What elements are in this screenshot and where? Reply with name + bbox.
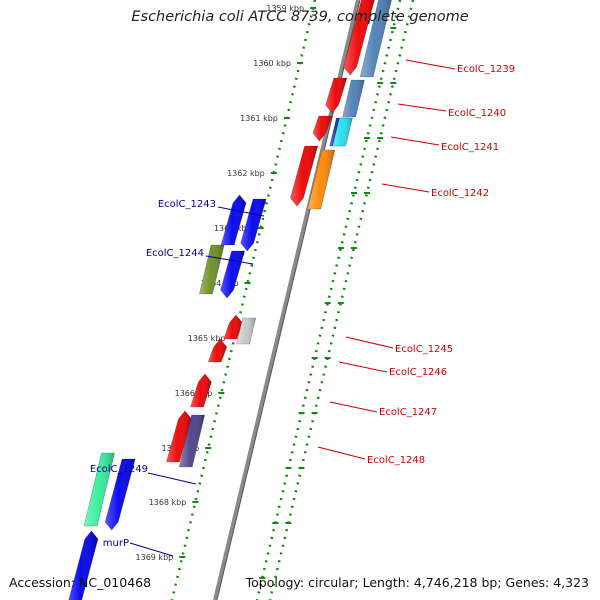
gene-label[interactable]: EcolC_1244 bbox=[146, 248, 204, 259]
gene-label[interactable]: EcolC_1246 bbox=[389, 367, 447, 378]
map-title: Escherichia coli ATCC 8739, complete gen… bbox=[131, 9, 469, 25]
reverse-gene-shading bbox=[190, 374, 212, 407]
gene-features bbox=[68, 0, 392, 600]
label-leader-line bbox=[129, 542, 174, 557]
gene-label[interactable]: EcolC_1240 bbox=[448, 108, 506, 119]
gene-label[interactable]: EcolC_1239 bbox=[457, 64, 515, 75]
reverse-gene-shading bbox=[223, 315, 243, 339]
gene-label[interactable]: EcolC_1242 bbox=[431, 188, 489, 199]
forward-gene-shading bbox=[199, 245, 225, 294]
gene-label[interactable]: EcolC_1249 bbox=[90, 464, 148, 475]
label-leader-line bbox=[147, 472, 197, 485]
reverse-gene-shading bbox=[343, 0, 375, 75]
forward-gene-shading bbox=[84, 453, 115, 526]
reverse-gene-shading bbox=[166, 411, 192, 462]
label-leader-line bbox=[338, 361, 388, 373]
other-gene-shading bbox=[342, 80, 365, 117]
label-leader-line bbox=[397, 103, 447, 112]
label-leader-line bbox=[329, 401, 378, 413]
other-gene-shading bbox=[360, 0, 392, 77]
label-leader-line bbox=[390, 136, 440, 146]
gene-label[interactable]: EcolC_1245 bbox=[395, 344, 453, 355]
label-leader-line bbox=[405, 59, 456, 70]
outer-left-track bbox=[170, 0, 317, 600]
reverse-gene-shading bbox=[325, 78, 347, 113]
other-gene-shading bbox=[179, 415, 205, 467]
reverse-gene-shading bbox=[290, 146, 318, 206]
kbp-tick-label: 1365 kbp bbox=[188, 334, 226, 343]
gene-label[interactable]: EcolC_1248 bbox=[367, 455, 425, 466]
label-leader-line bbox=[381, 183, 430, 193]
kbp-tick-label: 1369 kbp bbox=[136, 553, 174, 562]
forward-gene-shading bbox=[105, 459, 136, 530]
label-leader-line bbox=[345, 336, 394, 349]
kbp-tick-label: 1359 kbp bbox=[266, 4, 304, 13]
track-guides bbox=[170, 0, 415, 600]
label-leader-line bbox=[205, 255, 254, 265]
gene-labels: EcolC_1239 EcolC_1240 EcolC_1241 EcolC_1242… bbox=[90, 64, 515, 549]
genome-summary-text: Topology: circular; Length: 4,746,218 bp… bbox=[245, 575, 589, 590]
gene-label[interactable]: EcolC_1241 bbox=[441, 142, 499, 153]
forward-gene-shading bbox=[220, 251, 245, 298]
gene-label[interactable]: EcolC_1243 bbox=[158, 199, 216, 210]
kbp-tick-label: 1368 kbp bbox=[149, 498, 187, 507]
inner-left-track bbox=[255, 0, 402, 600]
gene-label[interactable]: murP bbox=[103, 538, 129, 549]
kbp-tick-label: 1366 kbp bbox=[175, 389, 213, 398]
forward-gene-shading bbox=[240, 199, 267, 251]
other-gene-shading bbox=[307, 150, 335, 209]
gene-label[interactable]: EcolC_1247 bbox=[379, 407, 437, 418]
kbp-tick-label: 1362 kbp bbox=[227, 169, 265, 178]
other-gene-shading bbox=[236, 318, 256, 344]
kbp-tick-label: 1361 kbp bbox=[240, 114, 278, 123]
kbp-tick-label: 1360 kbp bbox=[253, 59, 291, 68]
label-leaders bbox=[129, 59, 456, 557]
kbp-tick-label: 1364 kbp bbox=[201, 279, 239, 288]
forward-gene-shading bbox=[221, 195, 246, 245]
label-leader-line bbox=[217, 206, 265, 217]
reverse-gene-shading bbox=[312, 116, 332, 141]
forward-gene-shading bbox=[68, 531, 98, 600]
other-gene-shading bbox=[332, 118, 353, 146]
accession-text: Accession: NC_010468 bbox=[9, 575, 152, 590]
label-leader-line bbox=[317, 446, 366, 460]
reverse-gene-shading bbox=[208, 339, 227, 362]
